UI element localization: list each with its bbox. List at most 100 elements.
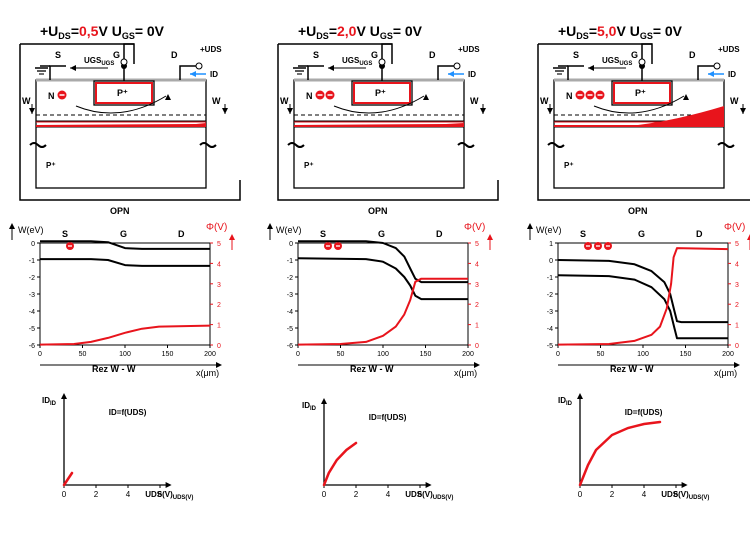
y-tick-label: 0 xyxy=(549,258,553,265)
break-mark xyxy=(29,142,47,148)
arrow-head xyxy=(165,482,172,488)
flow-arrow xyxy=(593,95,685,114)
title-eq: = xyxy=(71,23,79,39)
ugs-label: UGSUGS xyxy=(602,56,632,67)
y-tick-label: -3 xyxy=(547,309,553,316)
label-sub: UDS(V) xyxy=(433,495,454,501)
arrow-head xyxy=(321,398,327,404)
opn-label: OPN xyxy=(368,206,388,216)
iv-title: ID=f(UDS) xyxy=(625,408,663,417)
label-sub: ID xyxy=(310,406,317,412)
y2-tick-label: 5 xyxy=(217,241,221,248)
label-main: UDS(V) xyxy=(661,490,689,499)
uds-axis-label: UDS(V)UDS(V) xyxy=(405,490,453,501)
plot-frame xyxy=(557,242,729,346)
drain-label: D xyxy=(689,50,696,60)
y2-tick-label: 0 xyxy=(735,343,739,350)
gate-source-wire xyxy=(278,43,393,64)
gate-p-label: P⁺ xyxy=(117,88,128,98)
y-tick-label: -5 xyxy=(547,343,553,350)
label-sub: ID xyxy=(50,401,57,407)
arrow-head xyxy=(681,482,688,488)
y2-tick-label: 0 xyxy=(217,343,221,350)
gate-region xyxy=(351,80,413,106)
band-d-label: D xyxy=(178,229,185,239)
w-label-right: W xyxy=(730,96,739,106)
source-lead xyxy=(567,65,584,80)
y2-tick-label: 4 xyxy=(475,261,479,268)
title-prefix: +U xyxy=(558,23,576,39)
substrate-wire xyxy=(277,44,499,201)
uds-axis-label: UDS(V)UDS(V) xyxy=(661,490,709,501)
arrow-head xyxy=(527,223,533,229)
y-tick-label: -4 xyxy=(287,309,293,316)
w-label-left: W xyxy=(540,96,549,106)
y-tick-label: 0 xyxy=(31,241,35,248)
y-tick-label: -4 xyxy=(29,309,35,316)
break-mark xyxy=(199,142,217,148)
y2-tick-label: 4 xyxy=(735,261,739,268)
gate-source-wire xyxy=(538,43,653,64)
id-label: ID xyxy=(468,70,476,79)
drain-lead xyxy=(697,65,714,80)
iv-x-tick-label: 4 xyxy=(126,490,131,499)
y2-tick-label: 4 xyxy=(217,261,221,268)
gate-source-wire xyxy=(20,43,135,64)
iv-x-tick-label: 4 xyxy=(642,490,647,499)
y-tick-label: 1 xyxy=(549,241,553,248)
y-tick-label: -2 xyxy=(547,292,553,299)
x-axis-label: x(μm) xyxy=(196,368,219,378)
arrow-head xyxy=(29,108,35,114)
gate-depletion xyxy=(95,82,153,104)
arrow-head xyxy=(577,393,583,399)
y-tick-label: -6 xyxy=(29,343,35,350)
label-main: UGS xyxy=(84,56,102,65)
x-tick-label: 50 xyxy=(597,351,605,358)
break-mark xyxy=(717,142,735,148)
gate-p-label: P⁺ xyxy=(635,88,646,98)
opn-label: OPN xyxy=(628,206,648,216)
gate-depletion xyxy=(613,82,671,104)
arrow-head xyxy=(425,482,432,488)
id-axis-label: IDID xyxy=(42,396,57,407)
drain-label: D xyxy=(171,50,178,60)
arrow-head xyxy=(9,223,15,229)
band-edge-curve xyxy=(557,259,728,324)
w-label-right: W xyxy=(212,96,221,106)
iv-title: ID=f(UDS) xyxy=(369,413,407,422)
id-axis-label: IDID xyxy=(302,401,317,412)
iv-curve xyxy=(62,471,74,487)
w-axis-label: W(eV) xyxy=(18,225,44,235)
source-lead xyxy=(49,65,66,80)
title-suffix: = 0V xyxy=(653,23,683,39)
phi-axis-label: Φ(V) xyxy=(724,222,745,233)
gate-open-terminal xyxy=(378,58,386,66)
title-sub-gs: GS xyxy=(380,31,393,41)
ugs-label: UGSUGS xyxy=(342,56,372,67)
y-tick-label: -5 xyxy=(287,326,293,333)
label-main: UDS(V) xyxy=(145,490,173,499)
n-label: N xyxy=(306,91,313,101)
title-sub-gs: GS xyxy=(122,31,135,41)
band-edge-curve xyxy=(40,258,210,267)
ugs-label: UGSUGS xyxy=(84,56,114,67)
arrow-head xyxy=(70,65,76,71)
y-tick-label: -1 xyxy=(287,258,293,265)
y2-tick-label: 5 xyxy=(735,241,739,248)
gate-open-terminal xyxy=(120,58,128,66)
iv-x-tick-label: 6 xyxy=(158,490,163,499)
substrate-p-label: P⁺ xyxy=(46,161,56,170)
y2-tick-label: 1 xyxy=(217,323,221,330)
y2-tick-label: 0 xyxy=(475,343,479,350)
arrow-head xyxy=(734,362,740,368)
arrow-head xyxy=(708,71,714,77)
y2-tick-label: 1 xyxy=(735,323,739,330)
x-tick-label: 200 xyxy=(204,351,216,358)
drain-terminal xyxy=(713,62,721,70)
band-g-label: G xyxy=(638,229,645,239)
w-label-right: W xyxy=(470,96,479,106)
